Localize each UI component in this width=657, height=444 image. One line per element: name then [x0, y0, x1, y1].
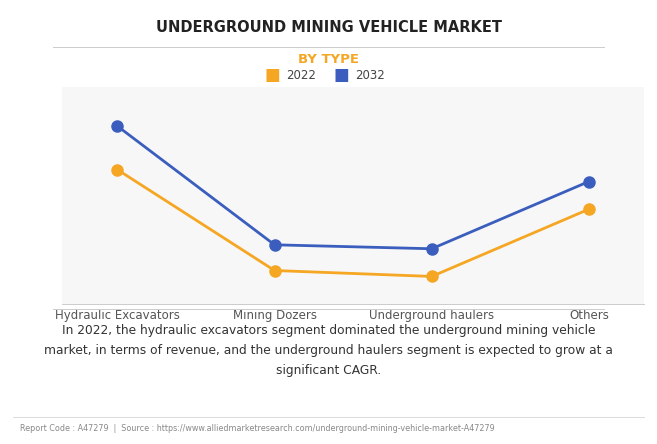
- Text: 2032: 2032: [355, 69, 384, 82]
- Text: UNDERGROUND MINING VEHICLE MARKET: UNDERGROUND MINING VEHICLE MARKET: [156, 20, 501, 35]
- Text: ■: ■: [265, 67, 281, 84]
- Text: ■: ■: [334, 67, 350, 84]
- Text: Report Code : A47279  |  Source : https://www.alliedmarketresearch.com/undergrou: Report Code : A47279 | Source : https://…: [20, 424, 495, 433]
- Text: BY TYPE: BY TYPE: [298, 53, 359, 66]
- Text: In 2022, the hydraulic excavators segment dominated the underground mining vehic: In 2022, the hydraulic excavators segmen…: [44, 324, 613, 377]
- Text: 2022: 2022: [286, 69, 315, 82]
